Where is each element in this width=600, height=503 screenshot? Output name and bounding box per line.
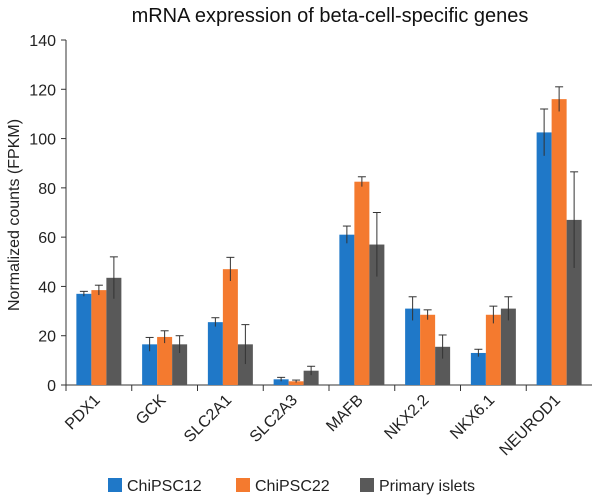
bar-chipsc22 bbox=[485, 314, 501, 385]
bar-primary-islets bbox=[369, 244, 385, 385]
y-tick-label: 0 bbox=[47, 378, 56, 395]
bar-chipsc22 bbox=[91, 290, 107, 385]
x-tick-label: NKX6.1 bbox=[447, 392, 498, 443]
bar-chipsc22 bbox=[420, 314, 436, 385]
legend: ChiPSC12 ChiPSC22 Primary islets bbox=[108, 478, 475, 495]
legend-label: Primary islets bbox=[379, 478, 475, 495]
y-axis-label: Normalized counts (FPKM) bbox=[6, 119, 23, 311]
bar-primary-islets bbox=[237, 344, 253, 385]
x-tick-label: NEUROD1 bbox=[497, 392, 564, 459]
bar-chipsc22 bbox=[288, 381, 304, 385]
x-axis: PDX1 GCK SLC2A1 SLC2A3 MAFB NKX2.2 NKX6.1NEURO… bbox=[62, 384, 592, 459]
y-tick-label: 60 bbox=[38, 230, 56, 247]
bar-chipsc22 bbox=[551, 99, 567, 386]
x-tick-label: NKX2.2 bbox=[381, 392, 432, 443]
y-tick-label: 80 bbox=[38, 181, 56, 198]
bar-primary-islets bbox=[303, 370, 319, 385]
bar-chipsc22 bbox=[222, 269, 238, 385]
bar-chipsc12 bbox=[142, 344, 158, 385]
bar-chipsc12 bbox=[207, 322, 223, 385]
bar-chipsc12 bbox=[536, 132, 552, 385]
y-tick-label: 120 bbox=[29, 82, 56, 99]
legend-swatch bbox=[360, 478, 374, 492]
x-tick-label: SLC2A1 bbox=[181, 392, 235, 446]
bar-chipsc22 bbox=[354, 181, 370, 385]
y-tick-label: 140 bbox=[29, 33, 56, 50]
bar-primary-islets bbox=[566, 219, 582, 385]
chart-title: mRNA expression of beta-cell-specific ge… bbox=[132, 5, 529, 27]
legend-swatch bbox=[236, 478, 250, 492]
bar-chipsc12 bbox=[339, 234, 355, 385]
legend-label: ChiPSC22 bbox=[255, 478, 330, 495]
y-tick-label: 40 bbox=[38, 279, 56, 296]
legend-label: ChiPSC12 bbox=[127, 478, 202, 495]
x-tick-label: MAFB bbox=[323, 392, 366, 435]
bar-chipsc12 bbox=[405, 308, 421, 385]
bar-chipsc12 bbox=[470, 352, 486, 385]
y-tick-label: 100 bbox=[29, 132, 56, 149]
y-axis: 0 20 40 60 80 100 120 140 bbox=[29, 33, 67, 395]
bars-group bbox=[76, 86, 582, 386]
bar-primary-islets bbox=[106, 277, 122, 385]
legend-swatch bbox=[108, 478, 122, 492]
bar-primary-islets bbox=[435, 346, 451, 385]
x-tick-label: PDX1 bbox=[62, 392, 104, 434]
bar-chipsc22 bbox=[157, 336, 173, 385]
bar-primary-islets bbox=[172, 344, 188, 385]
x-tick-label: GCK bbox=[133, 392, 170, 429]
x-tick-label: SLC2A3 bbox=[247, 392, 301, 446]
bar-chipsc12 bbox=[76, 293, 92, 385]
bar-chipsc12 bbox=[273, 379, 289, 385]
y-tick-label: 20 bbox=[38, 329, 56, 346]
bar-primary-islets bbox=[500, 308, 516, 385]
